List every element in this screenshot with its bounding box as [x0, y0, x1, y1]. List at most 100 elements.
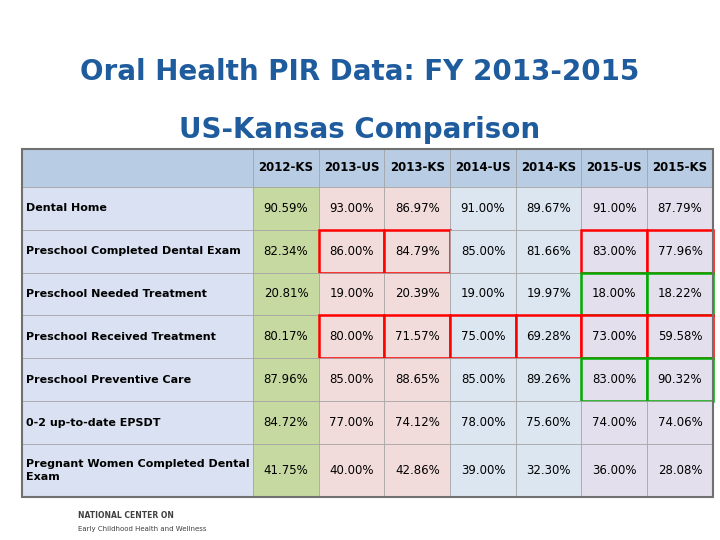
Text: 19.97%: 19.97% — [526, 287, 571, 300]
Bar — [253, 230, 319, 273]
Text: 2015-KS: 2015-KS — [652, 161, 708, 174]
Text: 2012-KS: 2012-KS — [258, 161, 313, 174]
Bar — [22, 401, 253, 444]
Text: 75.00%: 75.00% — [461, 330, 505, 343]
Text: 75.60%: 75.60% — [526, 416, 571, 429]
Text: 71.57%: 71.57% — [395, 330, 440, 343]
Text: US-Kansas Comparison: US-Kansas Comparison — [179, 116, 541, 144]
Text: 80.00%: 80.00% — [330, 330, 374, 343]
Text: 83.00%: 83.00% — [592, 245, 636, 258]
Bar — [516, 444, 582, 497]
Bar — [582, 273, 647, 315]
Bar — [647, 444, 713, 497]
Bar — [647, 230, 713, 273]
Bar — [22, 273, 253, 315]
Bar — [647, 315, 713, 358]
Bar — [384, 401, 450, 444]
Text: 40.00%: 40.00% — [329, 464, 374, 477]
Text: 90.59%: 90.59% — [264, 202, 308, 215]
Text: 89.26%: 89.26% — [526, 373, 571, 386]
Text: 82.34%: 82.34% — [264, 245, 308, 258]
Bar — [647, 358, 713, 401]
Bar — [253, 315, 319, 358]
Text: 86.00%: 86.00% — [329, 245, 374, 258]
Text: 2015-US: 2015-US — [587, 161, 642, 174]
Bar — [647, 358, 713, 401]
Bar — [319, 358, 384, 401]
Text: 2013-KS: 2013-KS — [390, 161, 445, 174]
Text: 36.00%: 36.00% — [592, 464, 636, 477]
Bar — [582, 401, 647, 444]
Text: 0-2 up-to-date EPSDT: 0-2 up-to-date EPSDT — [26, 417, 161, 428]
Text: 85.00%: 85.00% — [330, 373, 374, 386]
Text: 83.00%: 83.00% — [592, 373, 636, 386]
Text: 91.00%: 91.00% — [461, 202, 505, 215]
Text: 42.86%: 42.86% — [395, 464, 440, 477]
Text: 87.96%: 87.96% — [264, 373, 308, 386]
Bar — [450, 187, 516, 230]
Text: 74.12%: 74.12% — [395, 416, 440, 429]
Bar — [253, 444, 319, 497]
Bar — [647, 401, 713, 444]
Text: 74.06%: 74.06% — [657, 416, 702, 429]
Bar — [647, 273, 713, 315]
Bar — [319, 315, 384, 358]
Bar — [319, 444, 384, 497]
Text: 77.96%: 77.96% — [657, 245, 703, 258]
Text: 85.00%: 85.00% — [461, 373, 505, 386]
Bar — [384, 444, 450, 497]
Text: 78.00%: 78.00% — [461, 416, 505, 429]
Text: NATIONAL CENTER ON: NATIONAL CENTER ON — [78, 511, 174, 520]
Text: 91.00%: 91.00% — [592, 202, 636, 215]
Bar — [22, 148, 253, 187]
Text: 28.08%: 28.08% — [657, 464, 702, 477]
Bar — [450, 273, 516, 315]
Text: 2014-KS: 2014-KS — [521, 161, 576, 174]
Text: 93.00%: 93.00% — [329, 202, 374, 215]
Bar — [319, 148, 384, 187]
Bar — [253, 401, 319, 444]
Text: 59.58%: 59.58% — [657, 330, 702, 343]
Text: 84.79%: 84.79% — [395, 245, 440, 258]
Text: Early Childhood Health and Wellness: Early Childhood Health and Wellness — [78, 526, 207, 532]
Bar — [582, 230, 647, 273]
Text: 18.00%: 18.00% — [592, 287, 636, 300]
Bar — [384, 315, 450, 358]
Text: Dental Home: Dental Home — [26, 203, 107, 213]
Bar — [450, 148, 516, 187]
Text: Preschool Preventive Care: Preschool Preventive Care — [26, 375, 191, 384]
Bar — [22, 187, 253, 230]
Text: 90.32%: 90.32% — [657, 373, 702, 386]
Bar — [450, 230, 516, 273]
Bar — [516, 401, 582, 444]
Bar — [253, 358, 319, 401]
Bar — [319, 401, 384, 444]
Bar — [384, 358, 450, 401]
Text: 32.30%: 32.30% — [526, 464, 571, 477]
Bar — [22, 315, 253, 358]
Text: 18.22%: 18.22% — [657, 287, 702, 300]
Bar — [450, 444, 516, 497]
Bar — [319, 273, 384, 315]
Bar — [22, 230, 253, 273]
Bar — [22, 358, 253, 401]
Bar — [450, 315, 516, 358]
Bar — [384, 315, 450, 358]
Bar — [384, 148, 450, 187]
Bar — [450, 315, 516, 358]
Bar — [582, 273, 647, 315]
Bar — [516, 148, 582, 187]
Bar — [647, 230, 713, 273]
Text: 20.39%: 20.39% — [395, 287, 440, 300]
Bar — [384, 187, 450, 230]
Bar — [319, 230, 384, 273]
Text: 81.66%: 81.66% — [526, 245, 571, 258]
Text: 2013-US: 2013-US — [324, 161, 379, 174]
Bar — [384, 273, 450, 315]
Bar — [582, 230, 647, 273]
Text: 87.79%: 87.79% — [657, 202, 702, 215]
Text: 73.00%: 73.00% — [592, 330, 636, 343]
Bar — [516, 273, 582, 315]
Text: 86.97%: 86.97% — [395, 202, 440, 215]
Text: 19.00%: 19.00% — [461, 287, 505, 300]
